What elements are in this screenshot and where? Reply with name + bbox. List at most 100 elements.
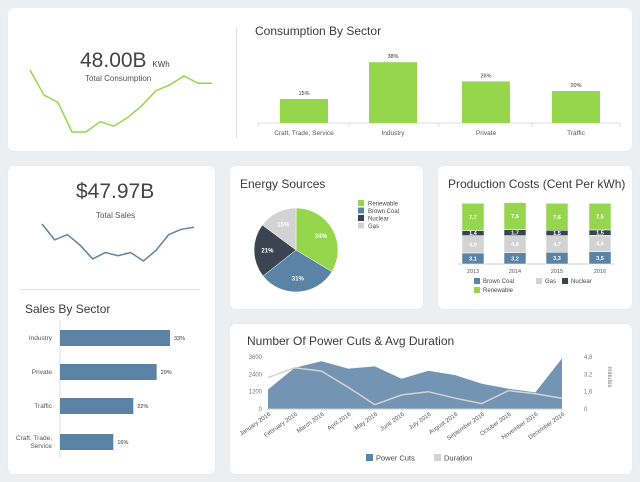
pie-slice	[261, 207, 297, 251]
production-costs-card: Production Costs (Cent Per kWh) 3,1 4,9 1,…	[438, 166, 632, 309]
legend-label: Renewable	[483, 288, 514, 294]
category-label: 2015	[551, 269, 563, 275]
y-right-tick-label: 4,8	[584, 355, 593, 361]
legend-swatch	[536, 278, 542, 284]
top-card: 48.00B KWh Total Consumption Consumption…	[8, 8, 632, 151]
legend-swatch	[358, 207, 364, 214]
legend-label: Brown Coal	[483, 279, 514, 285]
stacked-bar-segment	[461, 203, 485, 231]
total-consumption-value: 48.00B KWh	[80, 49, 170, 73]
category-label: Private	[32, 369, 53, 376]
x-tick-label: June 2016	[379, 411, 406, 432]
power-cuts-area	[268, 358, 562, 409]
slice-label: 31%	[292, 277, 305, 283]
production-costs-chart: 3,1 4,9 1,4 7,7 2013 3,2 4,8 1,7 7,6 2014 3,3 4,7 1,…	[458, 202, 614, 294]
legend-label: Brown Coal	[368, 209, 399, 215]
legend-swatch	[358, 222, 364, 229]
y-right-tick-label: 3,2	[584, 372, 593, 378]
y-right-tick-label: 1,6	[584, 390, 593, 396]
y-left-tick-label: 2400	[249, 372, 263, 378]
legend-label: Gas	[368, 224, 379, 230]
production-costs-title: Production Costs (Cent Per kWh)	[448, 177, 626, 191]
legend-swatch	[366, 454, 373, 461]
y-left-tick-label: 3600	[249, 355, 263, 361]
energy-sources-card: Energy Sources 34% 31% 21% 15% Renewable Brow…	[230, 166, 423, 309]
y-right-tick-label: 0	[584, 407, 588, 413]
total-sales-label: Total Sales	[96, 211, 136, 220]
segment-value-label: 7,6	[553, 215, 561, 221]
category-label: Industry	[29, 335, 53, 342]
slice-label: 15%	[277, 223, 290, 229]
category-label: Craft, Trade,	[16, 435, 52, 442]
x-tick-label: May 2016	[354, 411, 380, 431]
category-label: Industry	[381, 130, 405, 137]
pie-slice	[262, 249, 333, 293]
segment-value-label: 1,4	[469, 231, 478, 237]
sparkline-path	[41, 223, 195, 262]
bar-value-label: 33%	[174, 336, 185, 342]
segment-value-label: 3,3	[553, 256, 561, 262]
category-label: Traffic	[34, 403, 52, 410]
bar-value-label: 38%	[387, 54, 398, 60]
bar	[60, 398, 134, 414]
bar	[280, 99, 328, 123]
bar-value-label: 29%	[161, 370, 172, 376]
sales-sparkline	[41, 223, 195, 262]
card-divider	[236, 28, 237, 138]
consumption-by-sector-title: Consumption By Sector	[255, 24, 382, 38]
card-divider	[20, 289, 200, 290]
x-tick-label: July 2016	[408, 411, 433, 431]
bar	[462, 81, 510, 123]
sparkline-path	[29, 69, 212, 133]
bar-value-label: 26%	[480, 73, 491, 79]
stacked-bar-segment	[503, 202, 527, 230]
stacked-bar-segment	[588, 203, 612, 231]
y-left-tick-label: 0	[259, 407, 263, 413]
legend-swatch	[358, 215, 364, 221]
bar-value-label: 20%	[570, 83, 581, 89]
segment-value-label: 7,6	[511, 214, 519, 220]
segment-value-label: 4,8	[511, 242, 519, 248]
slice-label: 34%	[315, 234, 328, 240]
power-cuts-title: Number Of Power Cuts & Avg Duration	[247, 334, 455, 348]
category-label: Service	[30, 443, 52, 450]
bar	[60, 434, 114, 450]
total-sales-value: $47.97B	[76, 180, 155, 203]
bar-value-label: 22%	[137, 404, 148, 410]
power-cuts-card: Number Of Power Cuts & Avg Duration 0 120…	[230, 324, 632, 474]
bar-value-label: 15%	[298, 91, 309, 97]
category-label: Private	[476, 130, 497, 137]
bar	[369, 62, 417, 123]
segment-value-label: 3,5	[596, 256, 604, 262]
sales-by-sector-title: Sales By Sector	[25, 302, 111, 316]
pie-slice	[295, 207, 339, 273]
segment-value-label: 3,2	[511, 256, 519, 262]
bar	[60, 364, 157, 380]
sales-by-sector-chart: 33% Industry 29% Private 22% Traffic 16% Craft,…	[16, 320, 185, 458]
consumption-unit: KWh	[152, 60, 170, 69]
legend-swatch	[562, 278, 568, 284]
legend-swatch	[474, 287, 480, 293]
segment-value-label: 1,5	[596, 231, 604, 237]
x-tick-label: March 2016	[296, 411, 326, 434]
segment-value-label: 4,7	[553, 242, 561, 248]
segment-value-label: 7,7	[469, 215, 477, 221]
legend-swatch	[434, 454, 441, 461]
legend-label: Renewable	[368, 202, 399, 208]
category-label: 2014	[509, 269, 521, 275]
x-tick-label: April 2016	[327, 411, 353, 432]
legend-label: Nuclear	[368, 217, 389, 223]
bar	[60, 330, 170, 346]
sales-card: $47.97B Total Sales Sales By Sector 33% I…	[8, 166, 215, 474]
legend-label: Gas	[545, 279, 556, 285]
category-label: 2013	[467, 269, 479, 275]
segment-value-label: 4,9	[469, 242, 477, 248]
legend-label: Nuclear	[571, 279, 592, 285]
consumption-value-text: 48.00B	[80, 49, 147, 72]
segment-value-label: 4,6	[596, 241, 604, 247]
segment-value-label: 3,1	[469, 256, 477, 262]
legend-swatch	[358, 200, 364, 206]
category-label: Traffic	[567, 130, 585, 137]
